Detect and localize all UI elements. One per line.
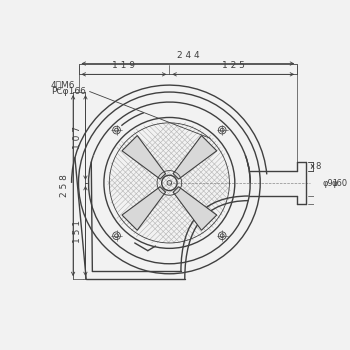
- Text: 1 0 7: 1 0 7: [72, 126, 82, 149]
- Text: φ60: φ60: [332, 179, 348, 188]
- Text: 2 4 4: 2 4 4: [176, 51, 199, 60]
- Text: 1 5 1: 1 5 1: [72, 219, 82, 243]
- Polygon shape: [173, 135, 217, 179]
- Text: PCφ166: PCφ166: [51, 87, 86, 96]
- Text: 4－M6: 4－M6: [51, 80, 75, 89]
- Text: 8: 8: [316, 162, 321, 171]
- Polygon shape: [173, 187, 217, 230]
- Text: 2 5 8: 2 5 8: [60, 174, 69, 197]
- Text: 1 2 5: 1 2 5: [222, 62, 245, 70]
- Polygon shape: [122, 187, 166, 230]
- Text: 1 1 9: 1 1 9: [112, 62, 135, 70]
- Polygon shape: [122, 135, 166, 179]
- Text: φ91: φ91: [323, 179, 338, 188]
